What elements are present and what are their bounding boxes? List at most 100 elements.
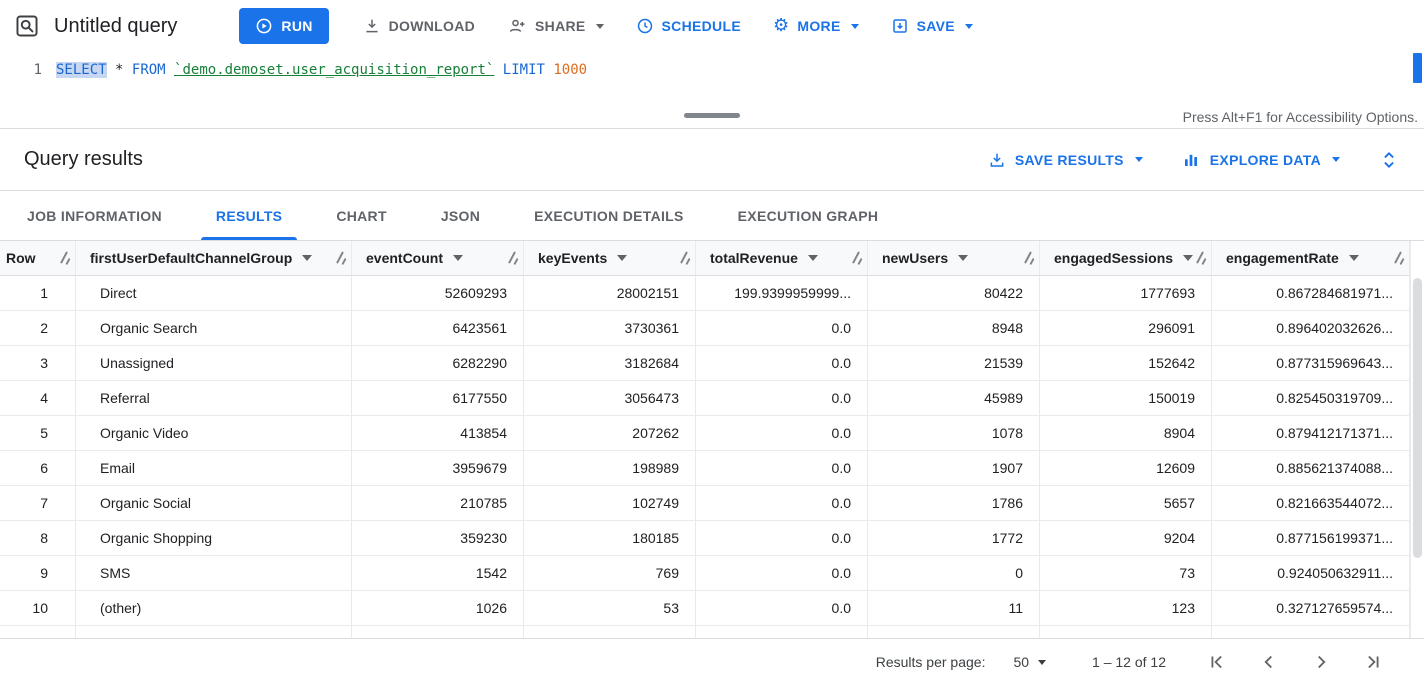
schedule-button[interactable]: SCHEDULE bbox=[624, 8, 753, 44]
more-button[interactable]: ⚙ MORE bbox=[761, 8, 871, 44]
tab-chart[interactable]: CHART bbox=[336, 207, 387, 224]
table-cell: 6282290 bbox=[352, 346, 524, 381]
table-cell: 3056473 bbox=[524, 381, 696, 416]
table-cell: 0.0 bbox=[696, 591, 868, 626]
next-page-button[interactable] bbox=[1310, 651, 1332, 673]
save-alt-icon bbox=[988, 151, 1006, 169]
column-header-eventcount[interactable]: eventCount bbox=[352, 241, 524, 276]
column-header-engagedsessions[interactable]: engagedSessions bbox=[1040, 241, 1212, 276]
last-page-button[interactable] bbox=[1362, 651, 1384, 673]
table-cell: Email bbox=[76, 451, 352, 486]
play-icon bbox=[255, 17, 273, 35]
chevron-down-icon bbox=[1332, 157, 1340, 162]
sql-editor-pane[interactable]: 1 SELECT * FROM `demo.demoset.user_acqui… bbox=[0, 52, 1424, 105]
save-button[interactable]: SAVE bbox=[879, 8, 985, 44]
row-number-cell: 8 bbox=[0, 521, 76, 556]
column-header-keyevents[interactable]: keyEvents bbox=[524, 241, 696, 276]
sort-caret-icon[interactable] bbox=[807, 255, 818, 261]
table-cell: Organic Shopping bbox=[76, 521, 352, 556]
scrollbar-thumb[interactable] bbox=[1413, 278, 1422, 558]
results-table-body: 1 Direct 52609293 28002151 199.9399959999...… bbox=[0, 276, 1410, 638]
table-cell: Referral bbox=[76, 381, 352, 416]
row-number-cell: 1 bbox=[0, 276, 76, 311]
table-cell: 1786 bbox=[868, 486, 1040, 521]
tab-execution-details[interactable]: EXECUTION DETAILS bbox=[534, 207, 684, 224]
column-resize-icon[interactable] bbox=[335, 250, 346, 266]
table-cell: 1542 bbox=[352, 556, 524, 591]
tab-execution-graph[interactable]: EXECUTION GRAPH bbox=[737, 207, 879, 224]
expand-results-button[interactable] bbox=[1378, 149, 1400, 171]
table-cell: 0.877156199371... bbox=[1212, 521, 1410, 556]
run-label: RUN bbox=[281, 18, 313, 34]
sql-table-reference[interactable]: `demo.demoset.user_acquisition_report` bbox=[174, 62, 495, 78]
column-resize-icon[interactable] bbox=[507, 250, 518, 266]
query-results-header: Query results SAVE RESULTS bbox=[0, 129, 1424, 191]
column-resize-icon[interactable] bbox=[679, 250, 690, 266]
sort-caret-icon[interactable] bbox=[958, 255, 969, 261]
table-cell: 337 bbox=[352, 626, 524, 638]
tab-results[interactable]: RESULTS bbox=[189, 191, 309, 240]
table-row: 11Paid Social3371340.0031.0 bbox=[0, 626, 1410, 638]
page-size-select[interactable]: 50 bbox=[1013, 654, 1047, 670]
tab-json[interactable]: JSON bbox=[440, 207, 481, 224]
sort-caret-icon[interactable] bbox=[302, 255, 313, 261]
table-cell: 0.0 bbox=[696, 486, 868, 521]
sql-code-line[interactable]: SELECT * FROM `demo.demoset.user_acquisi… bbox=[56, 52, 587, 105]
line-number: 1 bbox=[33, 62, 42, 78]
column-header-totalrevenue[interactable]: totalRevenue bbox=[696, 241, 868, 276]
chevron-right-icon bbox=[1310, 651, 1332, 673]
column-resize-icon[interactable] bbox=[851, 250, 862, 266]
page-size-value: 50 bbox=[1013, 654, 1030, 670]
table-cell: 0.896402032626... bbox=[1212, 311, 1410, 346]
splitter-drag-handle[interactable] bbox=[684, 113, 740, 118]
table-cell: 3182684 bbox=[524, 346, 696, 381]
table-cell: 199.9399959999... bbox=[696, 276, 868, 311]
sort-caret-icon[interactable] bbox=[617, 255, 628, 261]
previous-page-button[interactable] bbox=[1258, 651, 1280, 673]
column-resize-icon[interactable] bbox=[1023, 250, 1034, 266]
column-header-channel-group[interactable]: firstUserDefaultChannelGroup bbox=[76, 241, 352, 276]
bar-chart-icon bbox=[1181, 151, 1201, 169]
editor-scrollbar-thumb[interactable] bbox=[1413, 53, 1422, 83]
row-number-cell: 2 bbox=[0, 311, 76, 346]
row-number-cell: 11 bbox=[0, 626, 76, 638]
table-row: 3 Unassigned 6282290 3182684 0.0 21539 152642 0… bbox=[0, 346, 1410, 381]
share-button[interactable]: SHARE bbox=[495, 8, 616, 44]
sort-caret-icon[interactable] bbox=[1348, 255, 1359, 261]
table-cell: Paid Social bbox=[76, 626, 352, 638]
table-cell: 134 bbox=[524, 626, 696, 638]
table-cell: Organic Social bbox=[76, 486, 352, 521]
explore-data-button[interactable]: EXPLORE DATA bbox=[1181, 151, 1340, 169]
table-cell: 0.879412171371... bbox=[1212, 416, 1410, 451]
table-cell: 0.0 bbox=[696, 521, 868, 556]
tab-job-information[interactable]: JOB INFORMATION bbox=[27, 207, 162, 224]
table-cell: 45989 bbox=[868, 381, 1040, 416]
table-cell: 3730361 bbox=[524, 311, 696, 346]
column-resize-icon[interactable] bbox=[59, 250, 70, 266]
sort-caret-icon[interactable] bbox=[453, 255, 463, 261]
first-page-icon bbox=[1206, 651, 1228, 673]
column-resize-icon[interactable] bbox=[1195, 250, 1206, 266]
table-cell: 198989 bbox=[524, 451, 696, 486]
sql-keyword-select: SELECT bbox=[56, 62, 107, 78]
run-button[interactable]: RUN bbox=[239, 8, 329, 44]
row-number-cell: 7 bbox=[0, 486, 76, 521]
first-page-button[interactable] bbox=[1206, 651, 1228, 673]
table-cell: 180185 bbox=[524, 521, 696, 556]
table-cell: 80422 bbox=[868, 276, 1040, 311]
table-vertical-scrollbar[interactable] bbox=[1410, 241, 1424, 638]
table-cell: SMS bbox=[76, 556, 352, 591]
column-header-newusers[interactable]: newUsers bbox=[868, 241, 1040, 276]
download-button[interactable]: DOWNLOAD bbox=[351, 8, 487, 44]
table-row: 2 Organic Search 6423561 3730361 0.0 8948 2960… bbox=[0, 311, 1410, 346]
table-cell: 1.0 bbox=[1212, 626, 1410, 638]
results-tabs: JOB INFORMATION RESULTS CHART JSON EXECUTION… bbox=[0, 191, 1424, 241]
column-header-engagementrate[interactable]: engagementRate bbox=[1212, 241, 1410, 276]
column-header-row[interactable]: Row bbox=[0, 241, 76, 276]
row-number-cell: 3 bbox=[0, 346, 76, 381]
column-resize-icon[interactable] bbox=[1393, 250, 1404, 266]
save-results-button[interactable]: SAVE RESULTS bbox=[988, 151, 1143, 169]
table-cell: 1078 bbox=[868, 416, 1040, 451]
row-number-cell: 10 bbox=[0, 591, 76, 626]
sort-caret-icon[interactable] bbox=[1183, 255, 1194, 261]
